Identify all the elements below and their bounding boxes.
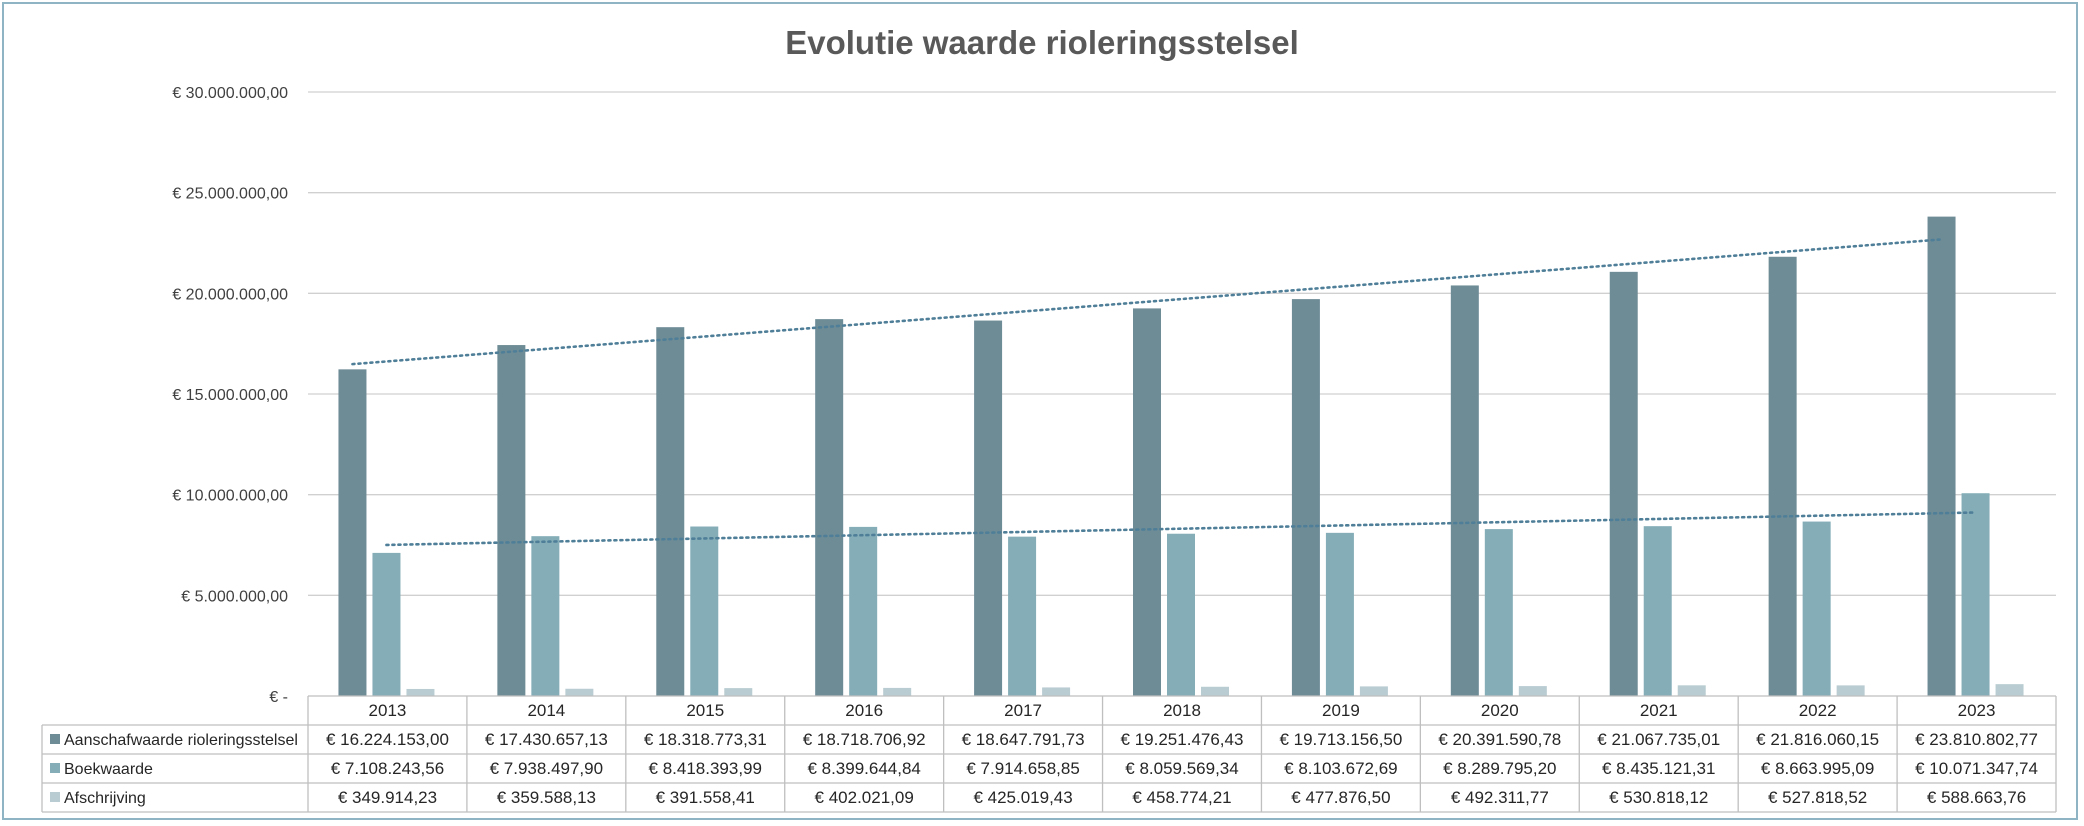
data-label: € 349.914,23 bbox=[338, 788, 437, 807]
bar-afschrijving-2014 bbox=[565, 688, 594, 696]
y-tick-label: € 10.000.000,00 bbox=[172, 488, 288, 505]
bar-boekwaarde-2019 bbox=[1325, 532, 1354, 696]
bar-aanschafwaarde-rioleringsstelsel-2018 bbox=[1133, 308, 1161, 696]
bar-aanschafwaarde-rioleringsstelsel-2021 bbox=[1609, 271, 1638, 696]
data-label: € 8.418.393,99 bbox=[649, 759, 762, 778]
x-tick-label: 2014 bbox=[527, 701, 565, 720]
bar-afschrijving-2017 bbox=[1042, 687, 1071, 696]
bar-boekwaarde-2015 bbox=[690, 526, 719, 696]
data-label: € 10.071.347,74 bbox=[1915, 759, 2038, 778]
data-table: 2013 2014 2015 2016 2017 2018 2019 2020 2021 2022… bbox=[41, 695, 2057, 813]
legend-label: Aanschafwaarde rioleringsstelsel bbox=[64, 732, 298, 749]
data-label: € 458.774,21 bbox=[1132, 788, 1231, 807]
data-label: € 7.914.658,85 bbox=[966, 759, 1079, 778]
bar-afschrijving-2013 bbox=[406, 688, 435, 696]
bar-boekwaarde-2014 bbox=[531, 536, 560, 696]
trendline-aanschafwaarde-rioleringsstelsel bbox=[351, 238, 1943, 366]
x-tick-label: 2021 bbox=[1640, 701, 1678, 720]
data-label: € 359.588,13 bbox=[497, 788, 596, 807]
bar-boekwaarde-2020 bbox=[1484, 529, 1513, 696]
data-label: € 7.938.497,90 bbox=[490, 759, 603, 778]
bar-afschrijving-2023 bbox=[1995, 684, 2024, 696]
data-label: € 8.435.121,31 bbox=[1602, 759, 1715, 778]
bar-boekwaarde-2023 bbox=[1961, 493, 1990, 696]
bar-aanschafwaarde-rioleringsstelsel-2014 bbox=[497, 345, 526, 696]
gridlines bbox=[308, 91, 2056, 596]
data-label: € 8.289.795,20 bbox=[1443, 759, 1556, 778]
x-tick-label: 2017 bbox=[1004, 701, 1042, 720]
bar-aanschafwaarde-rioleringsstelsel-2019 bbox=[1291, 299, 1320, 696]
data-label: € 23.810.802,77 bbox=[1915, 730, 2038, 749]
data-label: € 19.713.156,50 bbox=[1279, 730, 1402, 749]
x-tick-label: 2019 bbox=[1322, 701, 1360, 720]
bar-aanschafwaarde-rioleringsstelsel-2015 bbox=[656, 327, 685, 696]
bars bbox=[338, 216, 2024, 696]
bar-boekwaarde-2018 bbox=[1167, 533, 1195, 696]
bar-aanschafwaarde-rioleringsstelsel-2017 bbox=[974, 320, 1003, 696]
x-tick-label: 2020 bbox=[1481, 701, 1519, 720]
data-label: € 8.059.569,34 bbox=[1125, 759, 1238, 778]
bar-boekwaarde-2022 bbox=[1802, 521, 1831, 696]
y-axis: € - € 5.000.000,00 € 10.000.000,00 € 15.000… bbox=[172, 85, 288, 706]
bar-boekwaarde-2021 bbox=[1643, 526, 1672, 696]
data-label: € 492.311,77 bbox=[1451, 788, 1549, 807]
legend-swatch bbox=[50, 763, 60, 773]
y-tick-label: € - bbox=[269, 689, 288, 706]
data-label: € 18.718.706,92 bbox=[803, 730, 926, 749]
trendline-boekwaarde bbox=[385, 511, 1977, 547]
bar-afschrijving-2021 bbox=[1677, 685, 1706, 696]
data-label: € 8.663.995,09 bbox=[1761, 759, 1874, 778]
legend-label: Afschrijving bbox=[64, 790, 146, 807]
data-label: € 20.391.590,78 bbox=[1438, 730, 1561, 749]
x-tick-label: 2022 bbox=[1799, 701, 1837, 720]
bar-aanschafwaarde-rioleringsstelsel-2023 bbox=[1927, 216, 1956, 696]
x-tick-label: 2013 bbox=[369, 701, 407, 720]
bar-afschrijving-2018 bbox=[1201, 686, 1229, 696]
data-label: € 8.103.672,69 bbox=[1284, 759, 1397, 778]
trendlines bbox=[351, 238, 1977, 547]
legend-swatch bbox=[50, 734, 60, 744]
bar-aanschafwaarde-rioleringsstelsel-2013 bbox=[338, 369, 367, 696]
data-label: € 21.816.060,15 bbox=[1756, 730, 1879, 749]
bar-afschrijving-2015 bbox=[724, 688, 753, 696]
x-tick-label: 2015 bbox=[686, 701, 724, 720]
x-tick-label: 2016 bbox=[845, 701, 883, 720]
y-tick-label: € 30.000.000,00 bbox=[172, 85, 288, 102]
y-tick-label: € 25.000.000,00 bbox=[172, 186, 288, 203]
bar-boekwaarde-2013 bbox=[372, 552, 401, 696]
data-label: € 477.876,50 bbox=[1291, 788, 1390, 807]
y-tick-label: € 20.000.000,00 bbox=[172, 286, 288, 303]
data-label: € 16.224.153,00 bbox=[326, 730, 449, 749]
y-tick-label: € 15.000.000,00 bbox=[172, 387, 288, 404]
data-label: € 8.399.644,84 bbox=[807, 759, 920, 778]
data-label: € 7.108.243,56 bbox=[331, 759, 444, 778]
bar-aanschafwaarde-rioleringsstelsel-2016 bbox=[815, 319, 844, 696]
bar-boekwaarde-2016 bbox=[849, 526, 878, 696]
bar-afschrijving-2016 bbox=[883, 687, 912, 696]
chart-title: Evolutie waarde rioleringsstelsel bbox=[785, 24, 1299, 61]
data-label: € 530.818,12 bbox=[1609, 788, 1708, 807]
data-label: € 425.019,43 bbox=[973, 788, 1072, 807]
x-tick-label: 2023 bbox=[1958, 701, 1996, 720]
data-label: € 21.067.735,01 bbox=[1597, 730, 1720, 749]
y-tick-label: € 5.000.000,00 bbox=[181, 588, 288, 605]
legend-swatch bbox=[50, 792, 60, 802]
data-label: € 19.251.476,43 bbox=[1121, 730, 1244, 749]
bar-afschrijving-2022 bbox=[1836, 685, 1865, 696]
data-label: € 18.318.773,31 bbox=[644, 730, 767, 749]
bar-afschrijving-2019 bbox=[1359, 686, 1388, 696]
data-label: € 17.430.657,13 bbox=[485, 730, 608, 749]
data-label: € 402.021,09 bbox=[815, 788, 914, 807]
data-label: € 391.558,41 bbox=[656, 788, 755, 807]
data-label: € 588.663,76 bbox=[1927, 788, 2026, 807]
legend-label: Boekwaarde bbox=[64, 761, 153, 778]
bar-afschrijving-2020 bbox=[1518, 686, 1547, 696]
x-tick-label: 2018 bbox=[1163, 701, 1201, 720]
data-label: € 18.647.791,73 bbox=[962, 730, 1085, 749]
data-label: € 527.818,52 bbox=[1768, 788, 1867, 807]
bar-aanschafwaarde-rioleringsstelsel-2020 bbox=[1450, 285, 1479, 696]
bar-boekwaarde-2017 bbox=[1008, 536, 1037, 696]
bar-aanschafwaarde-rioleringsstelsel-2022 bbox=[1768, 256, 1797, 696]
